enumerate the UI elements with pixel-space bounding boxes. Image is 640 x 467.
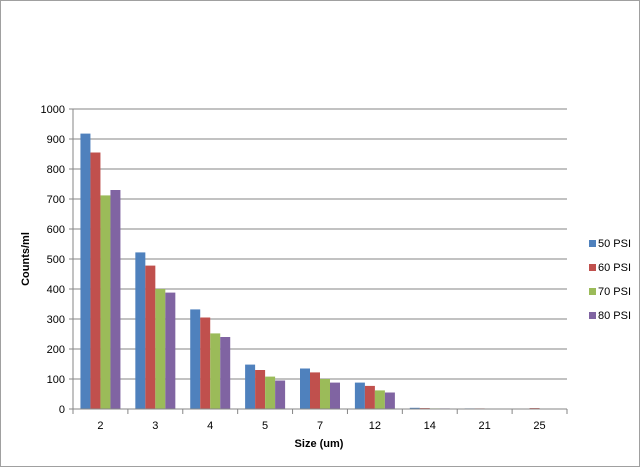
- bars: [80, 133, 560, 409]
- x-tick-label: 5: [262, 420, 268, 432]
- y-axis-title: Counts/ml: [20, 232, 32, 286]
- y-tick-label: 800: [47, 164, 65, 176]
- x-tick-label: 21: [479, 420, 491, 432]
- y-tick-label: 200: [47, 344, 65, 356]
- bar-70-psi-7: [320, 379, 330, 409]
- legend-label: 70 PSI: [598, 286, 631, 298]
- legend-swatch: [589, 288, 596, 295]
- bar-60-psi-5: [255, 370, 266, 409]
- y-tick-label: 500: [47, 254, 65, 266]
- x-tick-label: 25: [533, 420, 545, 432]
- y-tick-label: 600: [47, 224, 65, 236]
- bar-60-psi-12: [364, 385, 375, 409]
- bar-80-psi-4: [220, 337, 231, 409]
- axes: [72, 109, 568, 414]
- bar-80-psi-7: [330, 382, 340, 409]
- bar-50-psi-2: [80, 133, 91, 409]
- bar-50-psi-14: [409, 407, 420, 409]
- y-tick-labels: 0 100 200 300 400 500 600 700 800 900 1000: [41, 104, 65, 416]
- bar-50-psi-3: [135, 252, 146, 409]
- bar-70-psi-4: [210, 333, 221, 409]
- y-tick-label: 0: [59, 404, 65, 416]
- legend-label: 60 PSI: [598, 262, 631, 274]
- x-tick-label: 14: [424, 420, 436, 432]
- bar-60-psi-2: [90, 152, 101, 409]
- x-tick-label: 7: [317, 420, 323, 432]
- legend: 50 PSI 60 PSI 70 PSI 80 PSI: [589, 238, 631, 322]
- x-tick-labels: 2 3 4 5 7 12 14 21 25: [97, 420, 545, 432]
- bar-60-psi-7: [310, 372, 320, 409]
- bar-70-psi-2: [100, 195, 111, 409]
- y-tick-label: 1000: [41, 104, 65, 116]
- y-tick-label: 300: [47, 314, 65, 326]
- legend-swatch: [589, 240, 596, 247]
- bar-80-psi-5: [275, 380, 286, 409]
- x-tick-label: 12: [369, 420, 381, 432]
- y-tick-label: 900: [47, 134, 65, 146]
- legend-label: 50 PSI: [598, 238, 631, 250]
- y-tick-label: 700: [47, 194, 65, 206]
- bar-70-psi-12: [374, 390, 385, 409]
- legend-label: 80 PSI: [598, 310, 631, 322]
- legend-swatch: [589, 312, 596, 319]
- bar-70-psi-5: [265, 376, 276, 409]
- bar-80-psi-2: [110, 190, 121, 409]
- x-tick-label: 2: [97, 420, 103, 432]
- x-axis-title: Size (um): [295, 438, 344, 450]
- bar-70-psi-3: [155, 289, 166, 409]
- bar-50-psi-12: [354, 382, 365, 409]
- bar-80-psi-3: [165, 292, 176, 409]
- x-tick-label: 3: [152, 420, 158, 432]
- bar-50-psi-4: [190, 309, 201, 409]
- bar-50-psi-7: [300, 368, 310, 409]
- x-tick-label: 4: [207, 420, 213, 432]
- legend-swatch: [589, 264, 596, 271]
- y-tick-label: 400: [47, 284, 65, 296]
- bar-50-psi-5: [245, 364, 256, 409]
- bar-80-psi-12: [384, 392, 395, 409]
- bar-60-psi-4: [200, 317, 211, 409]
- bar-60-psi-3: [145, 265, 156, 409]
- y-tick-label: 100: [47, 374, 65, 386]
